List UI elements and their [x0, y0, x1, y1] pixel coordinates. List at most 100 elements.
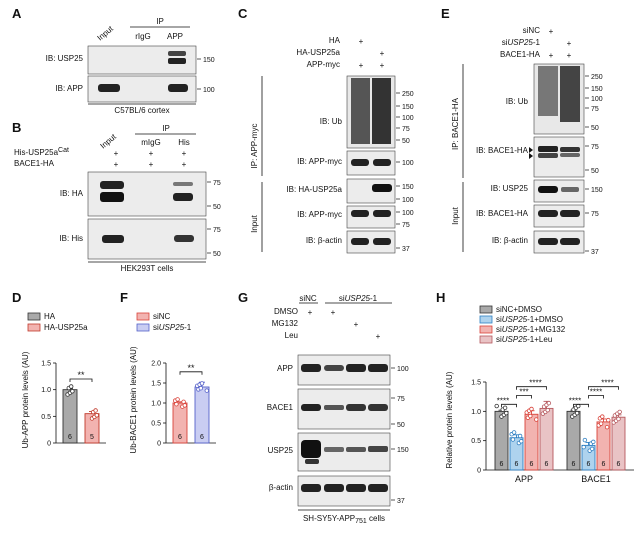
blot-label: IB: APP-myc [297, 210, 342, 219]
blot-label: IB: β-actin [306, 236, 342, 245]
panel-g: G siNC siUSP25-1 DMSO MG132 Leu + + + + … [238, 290, 409, 525]
legend-swatch [479, 305, 493, 314]
data-point [511, 430, 517, 435]
blot-label: IB: APP [55, 84, 83, 93]
plus-mark: + [549, 51, 554, 60]
chart-f: siNC siUSP25-1 0 0.5 1.0 1.5 2.0 Ub-BACE1 prote… [129, 312, 216, 454]
legend-swatch [479, 315, 493, 324]
plus-mark: + [354, 320, 359, 329]
n-label: 6 [545, 461, 549, 468]
mw-ladder: 250 150 100 75 50 [396, 91, 414, 145]
significance-bracket [69, 378, 93, 382]
group-label: siUSP25-1 [339, 294, 378, 303]
legend-label: siUSP25-1+MG132 [496, 325, 566, 334]
y-tick-label: 1.5 [41, 361, 51, 368]
panel-letter-f: F [120, 290, 128, 305]
condition-label: BACE1-HA [500, 50, 541, 59]
significance-bracket [588, 386, 619, 390]
data-point [598, 421, 604, 426]
mw-marker: 75 [213, 227, 221, 234]
blot-label: USP25 [268, 446, 294, 455]
data-point [502, 405, 508, 411]
condition-label: BACE1-HA [14, 159, 55, 168]
significance-label: **** [569, 396, 581, 405]
condition-label: HA [329, 36, 341, 45]
lane-label: mIgG [141, 138, 161, 147]
condition-label: His-USP25aCat [14, 147, 69, 157]
lane-label: Input [99, 132, 119, 151]
data-point [68, 384, 74, 389]
significance-label: *** [519, 387, 528, 396]
mw-marker: 100 [397, 366, 409, 373]
significance-bracket [179, 371, 203, 375]
blot-label: IB: BACE1-HA [476, 146, 529, 155]
lane-label: APP [167, 32, 183, 41]
y-tick-label: 0.5 [471, 438, 481, 445]
mw-marker: 250 [402, 91, 414, 98]
data-point [616, 416, 621, 422]
n-label: 6 [602, 461, 606, 468]
lane-label: Input [96, 24, 116, 43]
data-point [545, 407, 550, 413]
data-point [604, 424, 610, 430]
n-label: 6 [587, 461, 591, 468]
data-point [94, 413, 99, 418]
mw-marker: 100 [402, 115, 414, 122]
x-tick-label: APP [515, 474, 533, 484]
blot-label: IB: His [59, 234, 83, 243]
data-point [617, 409, 622, 415]
side-label: Input [451, 206, 460, 225]
significance-label: **** [497, 396, 509, 405]
data-point [517, 433, 523, 439]
mw-marker: 50 [591, 168, 599, 175]
blot-label: IB: β-actin [492, 236, 528, 245]
ip-label: IP [156, 17, 164, 26]
panel-letter-h: H [436, 290, 445, 305]
data-point [494, 403, 499, 409]
legend-swatch [27, 312, 41, 321]
blot-label: IB: Ub [320, 117, 343, 126]
legend-label: HA [44, 312, 56, 321]
data-point [529, 406, 534, 412]
n-label: 6 [530, 461, 534, 468]
blot-label: IB: Ub [506, 97, 529, 106]
data-point [174, 402, 179, 407]
data-point [199, 381, 205, 386]
mw-marker: 150 [402, 104, 414, 111]
significance-label: **** [529, 379, 541, 388]
plus-mark: + [331, 308, 336, 317]
data-point [519, 439, 524, 444]
legend-label: siUSP25-1+DMSO [496, 315, 563, 324]
condition-label: APP-myc [307, 60, 340, 69]
legend-swatch [136, 323, 150, 332]
legend-label: siUSP25-1 [153, 323, 192, 332]
mw-marker: 150 [397, 447, 409, 454]
mw-marker: 75 [591, 106, 599, 113]
mw-marker: 250 [591, 74, 603, 81]
condition-label: siUSP25-1 [502, 38, 541, 47]
mw-marker: 37 [591, 249, 599, 256]
blot-label: IB: BACE1-HA [476, 209, 529, 218]
y-tick-label: 1.5 [471, 380, 481, 387]
data-point [600, 414, 605, 419]
y-tick-label: 0.5 [41, 414, 51, 421]
mw-marker: 150 [591, 86, 603, 93]
panel-letter-d: D [12, 290, 21, 305]
n-label: 6 [515, 461, 519, 468]
mw-marker: 100 [402, 197, 414, 204]
mw-marker: 37 [402, 246, 410, 253]
data-point [504, 410, 509, 416]
data-point [181, 399, 186, 404]
data-point [574, 410, 580, 416]
side-label: IP: BACE1-HA [451, 97, 460, 150]
data-point [591, 439, 596, 445]
panel-footer: HEK293T cells [121, 264, 174, 273]
legend-label: HA-USP25a [44, 323, 88, 332]
blot-beta-actin [533, 230, 585, 254]
y-tick-label: 1.0 [471, 409, 481, 416]
y-tick-label: 1.0 [41, 387, 51, 394]
data-point [175, 397, 180, 402]
x-tick-label: BACE1 [581, 474, 611, 484]
data-point [93, 408, 98, 413]
data-point [534, 417, 539, 422]
